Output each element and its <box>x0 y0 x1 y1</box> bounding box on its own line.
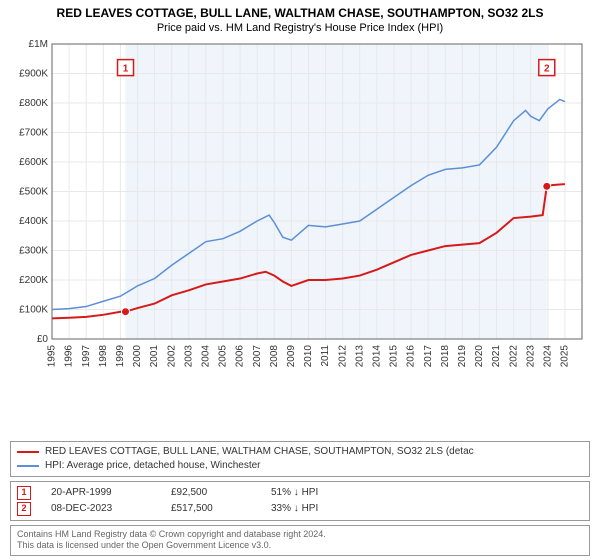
legend-label: HPI: Average price, detached house, Winc… <box>45 459 261 473</box>
svg-text:£200K: £200K <box>19 275 48 286</box>
legend-swatch <box>17 451 39 453</box>
svg-text:2025: 2025 <box>560 345 571 368</box>
svg-text:2002: 2002 <box>166 345 177 368</box>
svg-text:£800K: £800K <box>19 98 48 109</box>
svg-text:2023: 2023 <box>525 345 536 368</box>
svg-text:£500K: £500K <box>19 187 48 198</box>
svg-text:2004: 2004 <box>201 345 212 368</box>
marker-badge: 1 <box>17 486 31 500</box>
svg-text:2011: 2011 <box>320 345 331 367</box>
svg-text:2019: 2019 <box>457 345 468 368</box>
svg-text:2: 2 <box>544 64 550 75</box>
svg-text:1: 1 <box>123 64 129 75</box>
svg-text:£0: £0 <box>37 334 49 345</box>
marker-price: £517,500 <box>171 501 251 517</box>
svg-text:2022: 2022 <box>508 345 519 368</box>
svg-text:1999: 1999 <box>115 345 126 368</box>
svg-text:2015: 2015 <box>389 345 400 368</box>
svg-text:£100K: £100K <box>19 305 48 316</box>
legend: RED LEAVES COTTAGE, BULL LANE, WALTHAM C… <box>10 441 590 477</box>
svg-text:£900K: £900K <box>19 69 48 80</box>
line-chart: £0 £100K £200K £300K £400K £500K £600K £700K £80… <box>10 38 590 383</box>
svg-text:2001: 2001 <box>149 345 160 368</box>
svg-text:2006: 2006 <box>235 345 246 368</box>
svg-text:2003: 2003 <box>183 345 194 368</box>
svg-text:2005: 2005 <box>218 345 229 368</box>
marker-row: 1 20-APR-1999 £92,500 51% ↓ HPI <box>17 485 583 501</box>
svg-text:£300K: £300K <box>19 246 48 257</box>
svg-text:£400K: £400K <box>19 216 48 227</box>
svg-text:£700K: £700K <box>19 128 48 139</box>
svg-text:2016: 2016 <box>406 345 417 368</box>
legend-item: RED LEAVES COTTAGE, BULL LANE, WALTHAM C… <box>17 445 583 459</box>
credits: Contains HM Land Registry data © Crown c… <box>10 525 590 556</box>
svg-text:2008: 2008 <box>269 345 280 368</box>
marker-pct: 33% ↓ HPI <box>271 501 318 517</box>
svg-text:2013: 2013 <box>354 345 365 368</box>
svg-text:1997: 1997 <box>81 345 92 368</box>
svg-text:2021: 2021 <box>491 345 502 368</box>
svg-text:2014: 2014 <box>371 345 382 368</box>
svg-text:2012: 2012 <box>337 345 348 368</box>
chart-subtitle: Price paid vs. HM Land Registry's House … <box>10 22 590 34</box>
svg-text:1996: 1996 <box>64 345 75 368</box>
chart-area: £0 £100K £200K £300K £400K £500K £600K £700K £80… <box>10 38 590 437</box>
svg-text:£600K: £600K <box>19 157 48 168</box>
legend-item: HPI: Average price, detached house, Winc… <box>17 459 583 473</box>
credits-line-2: This data is licensed under the Open Gov… <box>17 540 583 552</box>
svg-text:1995: 1995 <box>47 345 58 368</box>
marker-pct: 51% ↓ HPI <box>271 485 318 501</box>
svg-text:1998: 1998 <box>98 345 109 368</box>
svg-text:£1M: £1M <box>29 39 48 50</box>
svg-text:2018: 2018 <box>440 345 451 368</box>
svg-text:2000: 2000 <box>132 345 143 368</box>
marker-price: £92,500 <box>171 485 251 501</box>
chart-title: RED LEAVES COTTAGE, BULL LANE, WALTHAM C… <box>10 6 590 20</box>
marker-badge: 2 <box>17 502 31 516</box>
legend-swatch <box>17 465 39 467</box>
svg-text:2024: 2024 <box>542 345 553 368</box>
marker-date: 20-APR-1999 <box>51 485 151 501</box>
svg-text:2007: 2007 <box>252 345 263 368</box>
credits-line-1: Contains HM Land Registry data © Crown c… <box>17 529 583 541</box>
marker-date: 08-DEC-2023 <box>51 501 151 517</box>
svg-text:2010: 2010 <box>303 345 314 368</box>
svg-text:2017: 2017 <box>423 345 434 368</box>
svg-text:2020: 2020 <box>474 345 485 368</box>
marker-table: 1 20-APR-1999 £92,500 51% ↓ HPI 2 08-DEC-2023… <box>10 481 590 521</box>
legend-label: RED LEAVES COTTAGE, BULL LANE, WALTHAM C… <box>45 445 474 459</box>
marker-row: 2 08-DEC-2023 £517,500 33% ↓ HPI <box>17 501 583 517</box>
svg-text:2009: 2009 <box>286 345 297 368</box>
